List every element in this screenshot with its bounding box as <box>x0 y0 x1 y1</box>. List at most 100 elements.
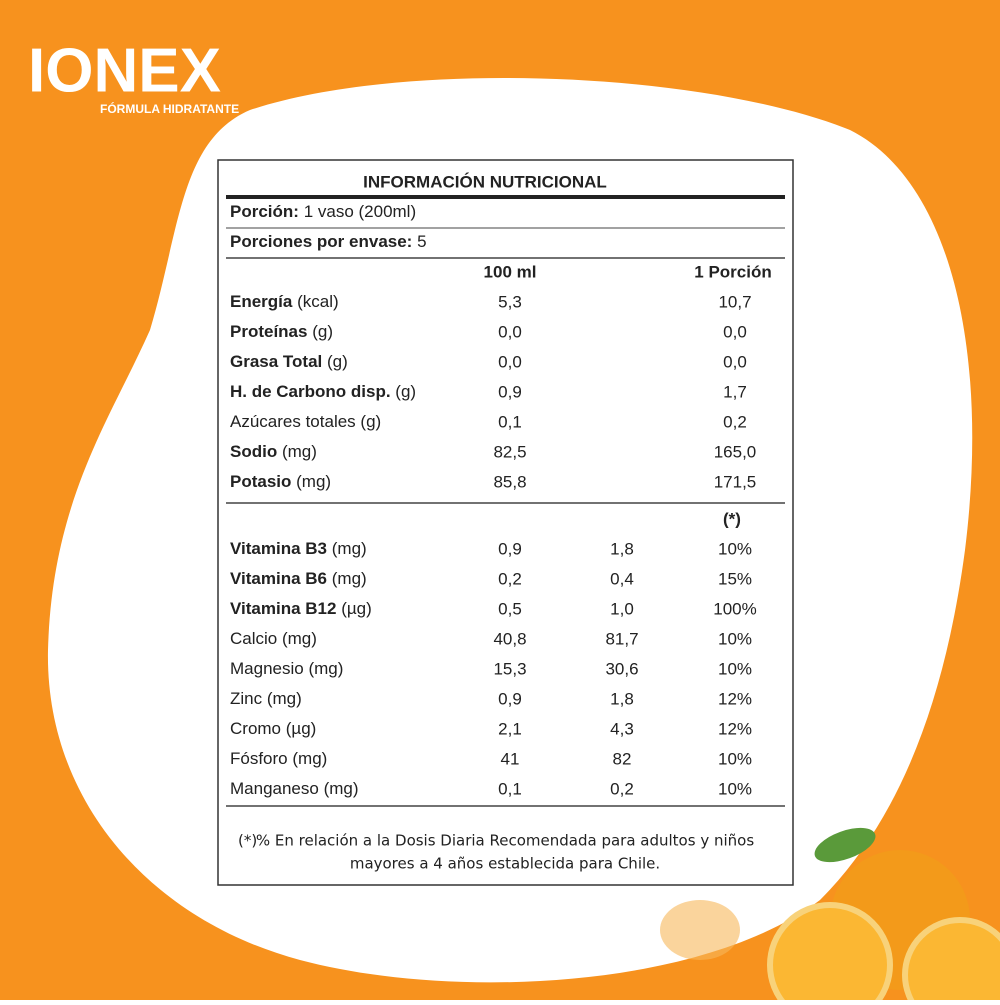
nutrient-name: Vitamina B6 <box>230 569 327 588</box>
nutrient-unit: (mg) <box>292 749 327 768</box>
column-header: 100 ml <box>484 262 537 281</box>
nutrient-name: Vitamina B3 <box>230 539 327 558</box>
table-border <box>217 159 794 886</box>
cell: 12% <box>718 689 752 708</box>
cell: 40,8 <box>493 629 526 648</box>
nutrient-name: Calcio <box>230 629 277 648</box>
cell: 15,3 <box>493 659 526 678</box>
row-label: Vitamina B6 (mg) <box>230 569 367 588</box>
row-label: Magnesio (mg) <box>230 659 343 678</box>
cell: 10% <box>718 749 752 768</box>
cell: 0,9 <box>498 539 522 558</box>
rows: Energía (kcal) 5,3 10,7 Proteínas (g) 0,0 0,0… <box>230 292 757 798</box>
nutrient-unit: (g) <box>395 382 416 401</box>
nutrient-name: Vitamina B12 <box>230 599 336 618</box>
cell: 85,8 <box>493 472 526 491</box>
nutrient-unit: (mg) <box>282 629 317 648</box>
nutrient-unit: (mg) <box>267 689 302 708</box>
cell: 0,0 <box>498 322 522 341</box>
cell: 0,4 <box>610 569 634 588</box>
table-title: INFORMACIÓN NUTRICIONAL <box>363 172 607 191</box>
cell: 2,1 <box>498 719 522 738</box>
nutrient-name: Potasio <box>230 472 291 491</box>
footnote-line: mayores a 4 años establecida para Chile. <box>350 855 660 873</box>
nutrient-name: Azúcares totales <box>230 412 356 431</box>
cell: 12% <box>718 719 752 738</box>
footnote-marker: (*) <box>238 832 257 850</box>
servings: Porciones por envase: 5 <box>230 232 427 251</box>
row-label: Cromo (µg) <box>230 719 316 738</box>
nutrient-unit: (mg) <box>332 539 367 558</box>
cell: 1,8 <box>610 539 634 558</box>
cell: 10% <box>718 659 752 678</box>
cell: 41 <box>501 749 520 768</box>
nutrient-name: Energía <box>230 292 293 311</box>
cell: 82 <box>613 749 632 768</box>
serving-label: Porción: <box>230 202 299 221</box>
nutrient-unit: (mg) <box>296 472 331 491</box>
oranges <box>660 827 1000 1005</box>
row-label: Sodio (mg) <box>230 442 317 461</box>
nutrient-name: H. de Carbono disp. <box>230 382 391 401</box>
row-label: H. de Carbono disp. (g) <box>230 382 416 401</box>
cell: 0,9 <box>498 689 522 708</box>
cell: 0,1 <box>498 779 522 798</box>
serving-value: 1 vaso (200ml) <box>304 202 416 221</box>
row-label: Proteínas (g) <box>230 322 333 341</box>
cell: 0,2 <box>723 412 747 431</box>
cell: 1,8 <box>610 689 634 708</box>
nutrient-unit: (mg) <box>282 442 317 461</box>
servings-value: 5 <box>417 232 426 251</box>
logo-brand: IONEX <box>28 36 221 105</box>
nutrient-unit: (g) <box>312 322 333 341</box>
cell: 15% <box>718 569 752 588</box>
footnote-line: % En relación a la Dosis Diaria Recomend… <box>256 832 754 850</box>
column-header: (*) <box>723 509 741 528</box>
nutrient-unit: (g) <box>360 412 381 431</box>
cell: 10% <box>718 539 752 558</box>
cell: 0,0 <box>723 352 747 371</box>
cell: 0,0 <box>498 352 522 371</box>
cell: 0,1 <box>498 412 522 431</box>
cell: 4,3 <box>610 719 634 738</box>
cell: 82,5 <box>493 442 526 461</box>
cell: 0,2 <box>610 779 634 798</box>
nutrient-unit: (g) <box>327 352 348 371</box>
nutrient-name: Proteínas <box>230 322 307 341</box>
nutrient-name: Grasa Total <box>230 352 322 371</box>
nutrient-unit: (kcal) <box>297 292 339 311</box>
nutrient-unit: (mg) <box>332 569 367 588</box>
cell: 10% <box>718 779 752 798</box>
servings-label: Porciones por envase: <box>230 232 412 251</box>
cell: 10,7 <box>718 292 751 311</box>
row-label: Vitamina B3 (mg) <box>230 539 367 558</box>
row-label: Vitamina B12 (µg) <box>230 599 372 618</box>
cell: 0,2 <box>498 569 522 588</box>
cell: 10% <box>718 629 752 648</box>
nutrient-unit: (mg) <box>324 779 359 798</box>
cell: 100% <box>713 599 756 618</box>
cell: 0,9 <box>498 382 522 401</box>
nutrient-unit: (µg) <box>341 599 372 618</box>
cell: 165,0 <box>714 442 757 461</box>
column-header: 1 Porción <box>694 262 771 281</box>
cell: 5,3 <box>498 292 522 311</box>
nutrient-name: Zinc <box>230 689 263 708</box>
cell: 81,7 <box>605 629 638 648</box>
serving: Porción: 1 vaso (200ml) <box>230 202 416 221</box>
nutrient-name: Fósforo <box>230 749 288 768</box>
logo-tagline: FÓRMULA HIDRATANTE <box>100 101 239 116</box>
nutrient-unit: (µg) <box>286 719 317 738</box>
cell: 0,0 <box>723 322 747 341</box>
nutrient-name: Sodio <box>230 442 277 461</box>
row-label: Potasio (mg) <box>230 472 331 491</box>
nutrient-name: Magnesio <box>230 659 304 678</box>
nutrient-unit: (mg) <box>308 659 343 678</box>
row-label: Energía (kcal) <box>230 292 339 311</box>
row-label: Manganeso (mg) <box>230 779 359 798</box>
row-label: Zinc (mg) <box>230 689 302 708</box>
row-label: Grasa Total (g) <box>230 352 348 371</box>
cell: 30,6 <box>605 659 638 678</box>
